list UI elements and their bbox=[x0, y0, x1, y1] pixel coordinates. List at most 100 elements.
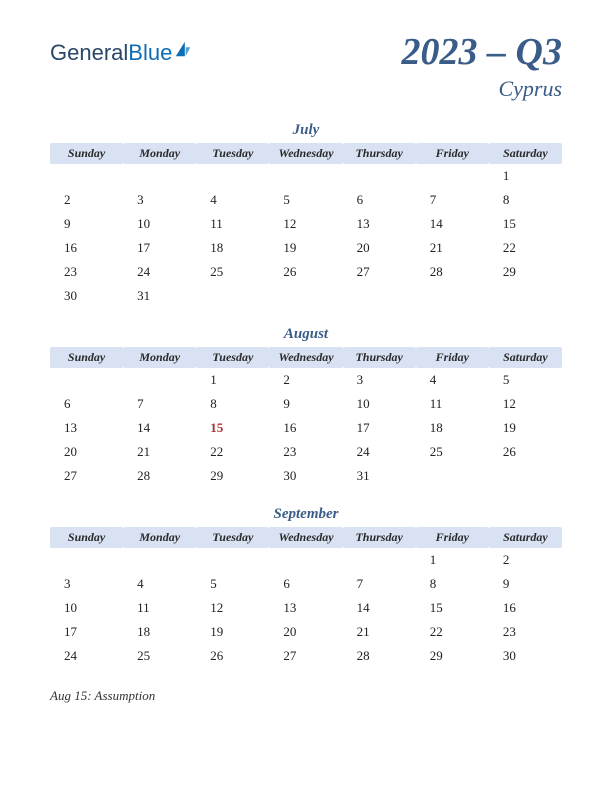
calendar-cell bbox=[343, 284, 416, 308]
calendar-cell: 29 bbox=[489, 260, 562, 284]
day-header: Wednesday bbox=[269, 527, 342, 548]
calendar-cell: 21 bbox=[416, 236, 489, 260]
calendar-cell: 27 bbox=[50, 464, 123, 488]
calendar-table: SundayMondayTuesdayWednesdayThursdayFrid… bbox=[50, 347, 562, 488]
calendar-cell: 12 bbox=[196, 596, 269, 620]
calendar-cell: 28 bbox=[123, 464, 196, 488]
calendar-cell: 18 bbox=[196, 236, 269, 260]
calendar-cell bbox=[269, 164, 342, 188]
calendar-cell: 22 bbox=[416, 620, 489, 644]
day-header: Friday bbox=[416, 143, 489, 164]
calendar-cell: 19 bbox=[269, 236, 342, 260]
month-name: July bbox=[50, 122, 562, 139]
calendar-cell: 7 bbox=[123, 392, 196, 416]
calendar-row: 23242526272829 bbox=[50, 260, 562, 284]
calendar-cell bbox=[123, 164, 196, 188]
day-header: Monday bbox=[123, 527, 196, 548]
calendar-cell: 21 bbox=[343, 620, 416, 644]
calendar-cell: 1 bbox=[416, 548, 489, 572]
calendar-cell: 9 bbox=[489, 572, 562, 596]
calendar-row: 6789101112 bbox=[50, 392, 562, 416]
calendar-row: 10111213141516 bbox=[50, 596, 562, 620]
calendar-cell bbox=[196, 164, 269, 188]
calendar-cell bbox=[50, 368, 123, 392]
calendar-cell bbox=[343, 164, 416, 188]
calendar-cell: 11 bbox=[196, 212, 269, 236]
calendar-cell: 21 bbox=[123, 440, 196, 464]
logo-sail-icon bbox=[174, 40, 192, 58]
calendar-cell bbox=[50, 164, 123, 188]
day-header: Tuesday bbox=[196, 347, 269, 368]
calendar-cell: 23 bbox=[489, 620, 562, 644]
calendar-table: SundayMondayTuesdayWednesdayThursdayFrid… bbox=[50, 527, 562, 668]
calendar-cell: 8 bbox=[196, 392, 269, 416]
month-block: JulySundayMondayTuesdayWednesdayThursday… bbox=[50, 122, 562, 308]
calendar-row: 13141516171819 bbox=[50, 416, 562, 440]
calendar-cell bbox=[196, 284, 269, 308]
calendar-cell: 7 bbox=[343, 572, 416, 596]
calendar-cell: 5 bbox=[489, 368, 562, 392]
calendar-cell: 25 bbox=[196, 260, 269, 284]
day-header: Tuesday bbox=[196, 143, 269, 164]
calendar-cell: 31 bbox=[343, 464, 416, 488]
day-header: Monday bbox=[123, 143, 196, 164]
calendar-cell: 29 bbox=[196, 464, 269, 488]
calendar-cell: 4 bbox=[196, 188, 269, 212]
calendar-cell bbox=[196, 548, 269, 572]
day-header: Wednesday bbox=[269, 143, 342, 164]
day-header: Sunday bbox=[50, 527, 123, 548]
calendar-row: 3031 bbox=[50, 284, 562, 308]
logo-part2: Blue bbox=[128, 40, 172, 65]
calendar-cell: 22 bbox=[489, 236, 562, 260]
calendar-cell: 29 bbox=[416, 644, 489, 668]
calendar-cell: 26 bbox=[269, 260, 342, 284]
calendar-cell: 24 bbox=[123, 260, 196, 284]
calendar-cell: 30 bbox=[489, 644, 562, 668]
page-title: 2023 – Q3 bbox=[402, 30, 562, 74]
calendar-cell: 14 bbox=[343, 596, 416, 620]
calendar-cell: 2 bbox=[489, 548, 562, 572]
calendar-cell bbox=[489, 464, 562, 488]
calendar-cell: 24 bbox=[50, 644, 123, 668]
month-block: SeptemberSundayMondayTuesdayWednesdayThu… bbox=[50, 506, 562, 668]
calendar-cell: 6 bbox=[50, 392, 123, 416]
day-header: Wednesday bbox=[269, 347, 342, 368]
calendar-container: July SundayMondayTuesdayWednesdayThursday… bbox=[50, 122, 562, 668]
calendar-cell: 31 bbox=[123, 284, 196, 308]
calendar-cell bbox=[416, 284, 489, 308]
calendar-cell: 20 bbox=[269, 620, 342, 644]
calendar-cell bbox=[416, 464, 489, 488]
calendar-row: 24252627282930 bbox=[50, 644, 562, 668]
logo-part1: General bbox=[50, 40, 128, 65]
calendar-cell: 27 bbox=[269, 644, 342, 668]
day-header: Saturday bbox=[489, 527, 562, 548]
calendar-cell: 20 bbox=[343, 236, 416, 260]
calendar-cell: 1 bbox=[489, 164, 562, 188]
calendar-cell: 8 bbox=[416, 572, 489, 596]
calendar-cell: 2 bbox=[50, 188, 123, 212]
day-header: Sunday bbox=[50, 143, 123, 164]
page-subtitle: Cyprus bbox=[402, 76, 562, 102]
calendar-cell: 10 bbox=[123, 212, 196, 236]
calendar-cell: 18 bbox=[416, 416, 489, 440]
calendar-cell: 9 bbox=[50, 212, 123, 236]
calendar-row: 3456789 bbox=[50, 572, 562, 596]
calendar-cell: 23 bbox=[50, 260, 123, 284]
day-header: Tuesday bbox=[196, 527, 269, 548]
calendar-row: 20212223242526 bbox=[50, 440, 562, 464]
day-header: Friday bbox=[416, 527, 489, 548]
calendar-cell: 30 bbox=[50, 284, 123, 308]
calendar-cell: 3 bbox=[123, 188, 196, 212]
calendar-cell: 13 bbox=[269, 596, 342, 620]
calendar-cell: 10 bbox=[50, 596, 123, 620]
calendar-cell: 19 bbox=[489, 416, 562, 440]
month-name: August bbox=[50, 326, 562, 343]
calendar-cell: 15 bbox=[489, 212, 562, 236]
calendar-cell: 20 bbox=[50, 440, 123, 464]
calendar-cell: 14 bbox=[123, 416, 196, 440]
title-block: 2023 – Q3 Cyprus bbox=[402, 30, 562, 102]
calendar-cell bbox=[123, 548, 196, 572]
calendar-cell: 6 bbox=[343, 188, 416, 212]
calendar-cell: 14 bbox=[416, 212, 489, 236]
calendar-cell: 28 bbox=[416, 260, 489, 284]
